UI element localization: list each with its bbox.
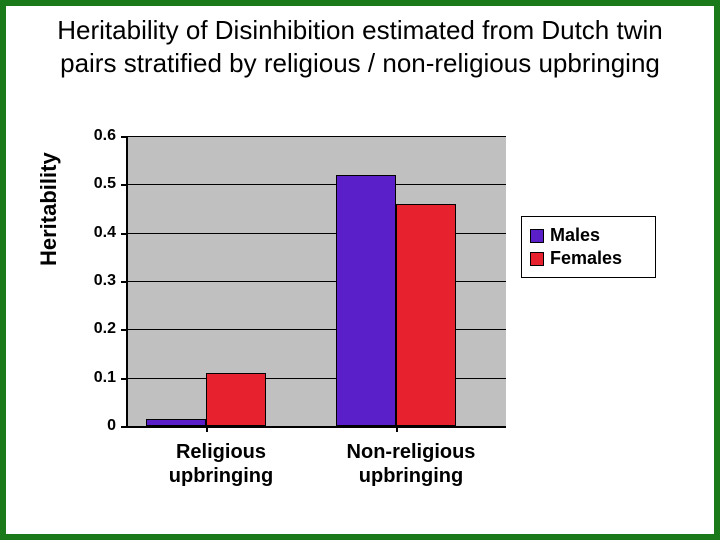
gridline (126, 184, 506, 185)
y-tick-label: 0.2 (56, 320, 116, 338)
legend: Males Females (521, 216, 656, 278)
bar-females-0 (206, 373, 266, 426)
x-tick (396, 426, 398, 432)
y-tick-label: 0.6 (56, 127, 116, 145)
y-tick-label: 0 (56, 417, 116, 435)
slide-title: Heritability of Disinhibition estimated … (6, 6, 714, 83)
category-label-0: Religious upbringing (126, 440, 316, 488)
category-label-1: Non-religious upbringing (316, 440, 506, 488)
y-axis-label: Heritability (36, 152, 62, 266)
legend-item-females: Females (530, 248, 647, 269)
bar-females-1 (396, 204, 456, 426)
legend-swatch-females (530, 252, 544, 266)
legend-swatch-males (530, 229, 544, 243)
legend-label-males: Males (550, 225, 600, 246)
bar-males-0 (146, 419, 206, 426)
heritability-chart: Heritability 00.10.20.30.40.50.6 Religio… (46, 136, 686, 526)
legend-item-males: Males (530, 225, 647, 246)
bar-males-1 (336, 175, 396, 426)
x-axis-line (126, 426, 506, 428)
y-tick-label: 0.1 (56, 369, 116, 387)
y-tick (121, 426, 128, 428)
y-tick-label: 0.5 (56, 175, 116, 193)
y-tick-label: 0.3 (56, 272, 116, 290)
legend-label-females: Females (550, 248, 622, 269)
gridline (126, 136, 506, 137)
x-tick (206, 426, 208, 432)
slide-frame: Heritability of Disinhibition estimated … (0, 0, 720, 540)
y-tick-label: 0.4 (56, 224, 116, 242)
